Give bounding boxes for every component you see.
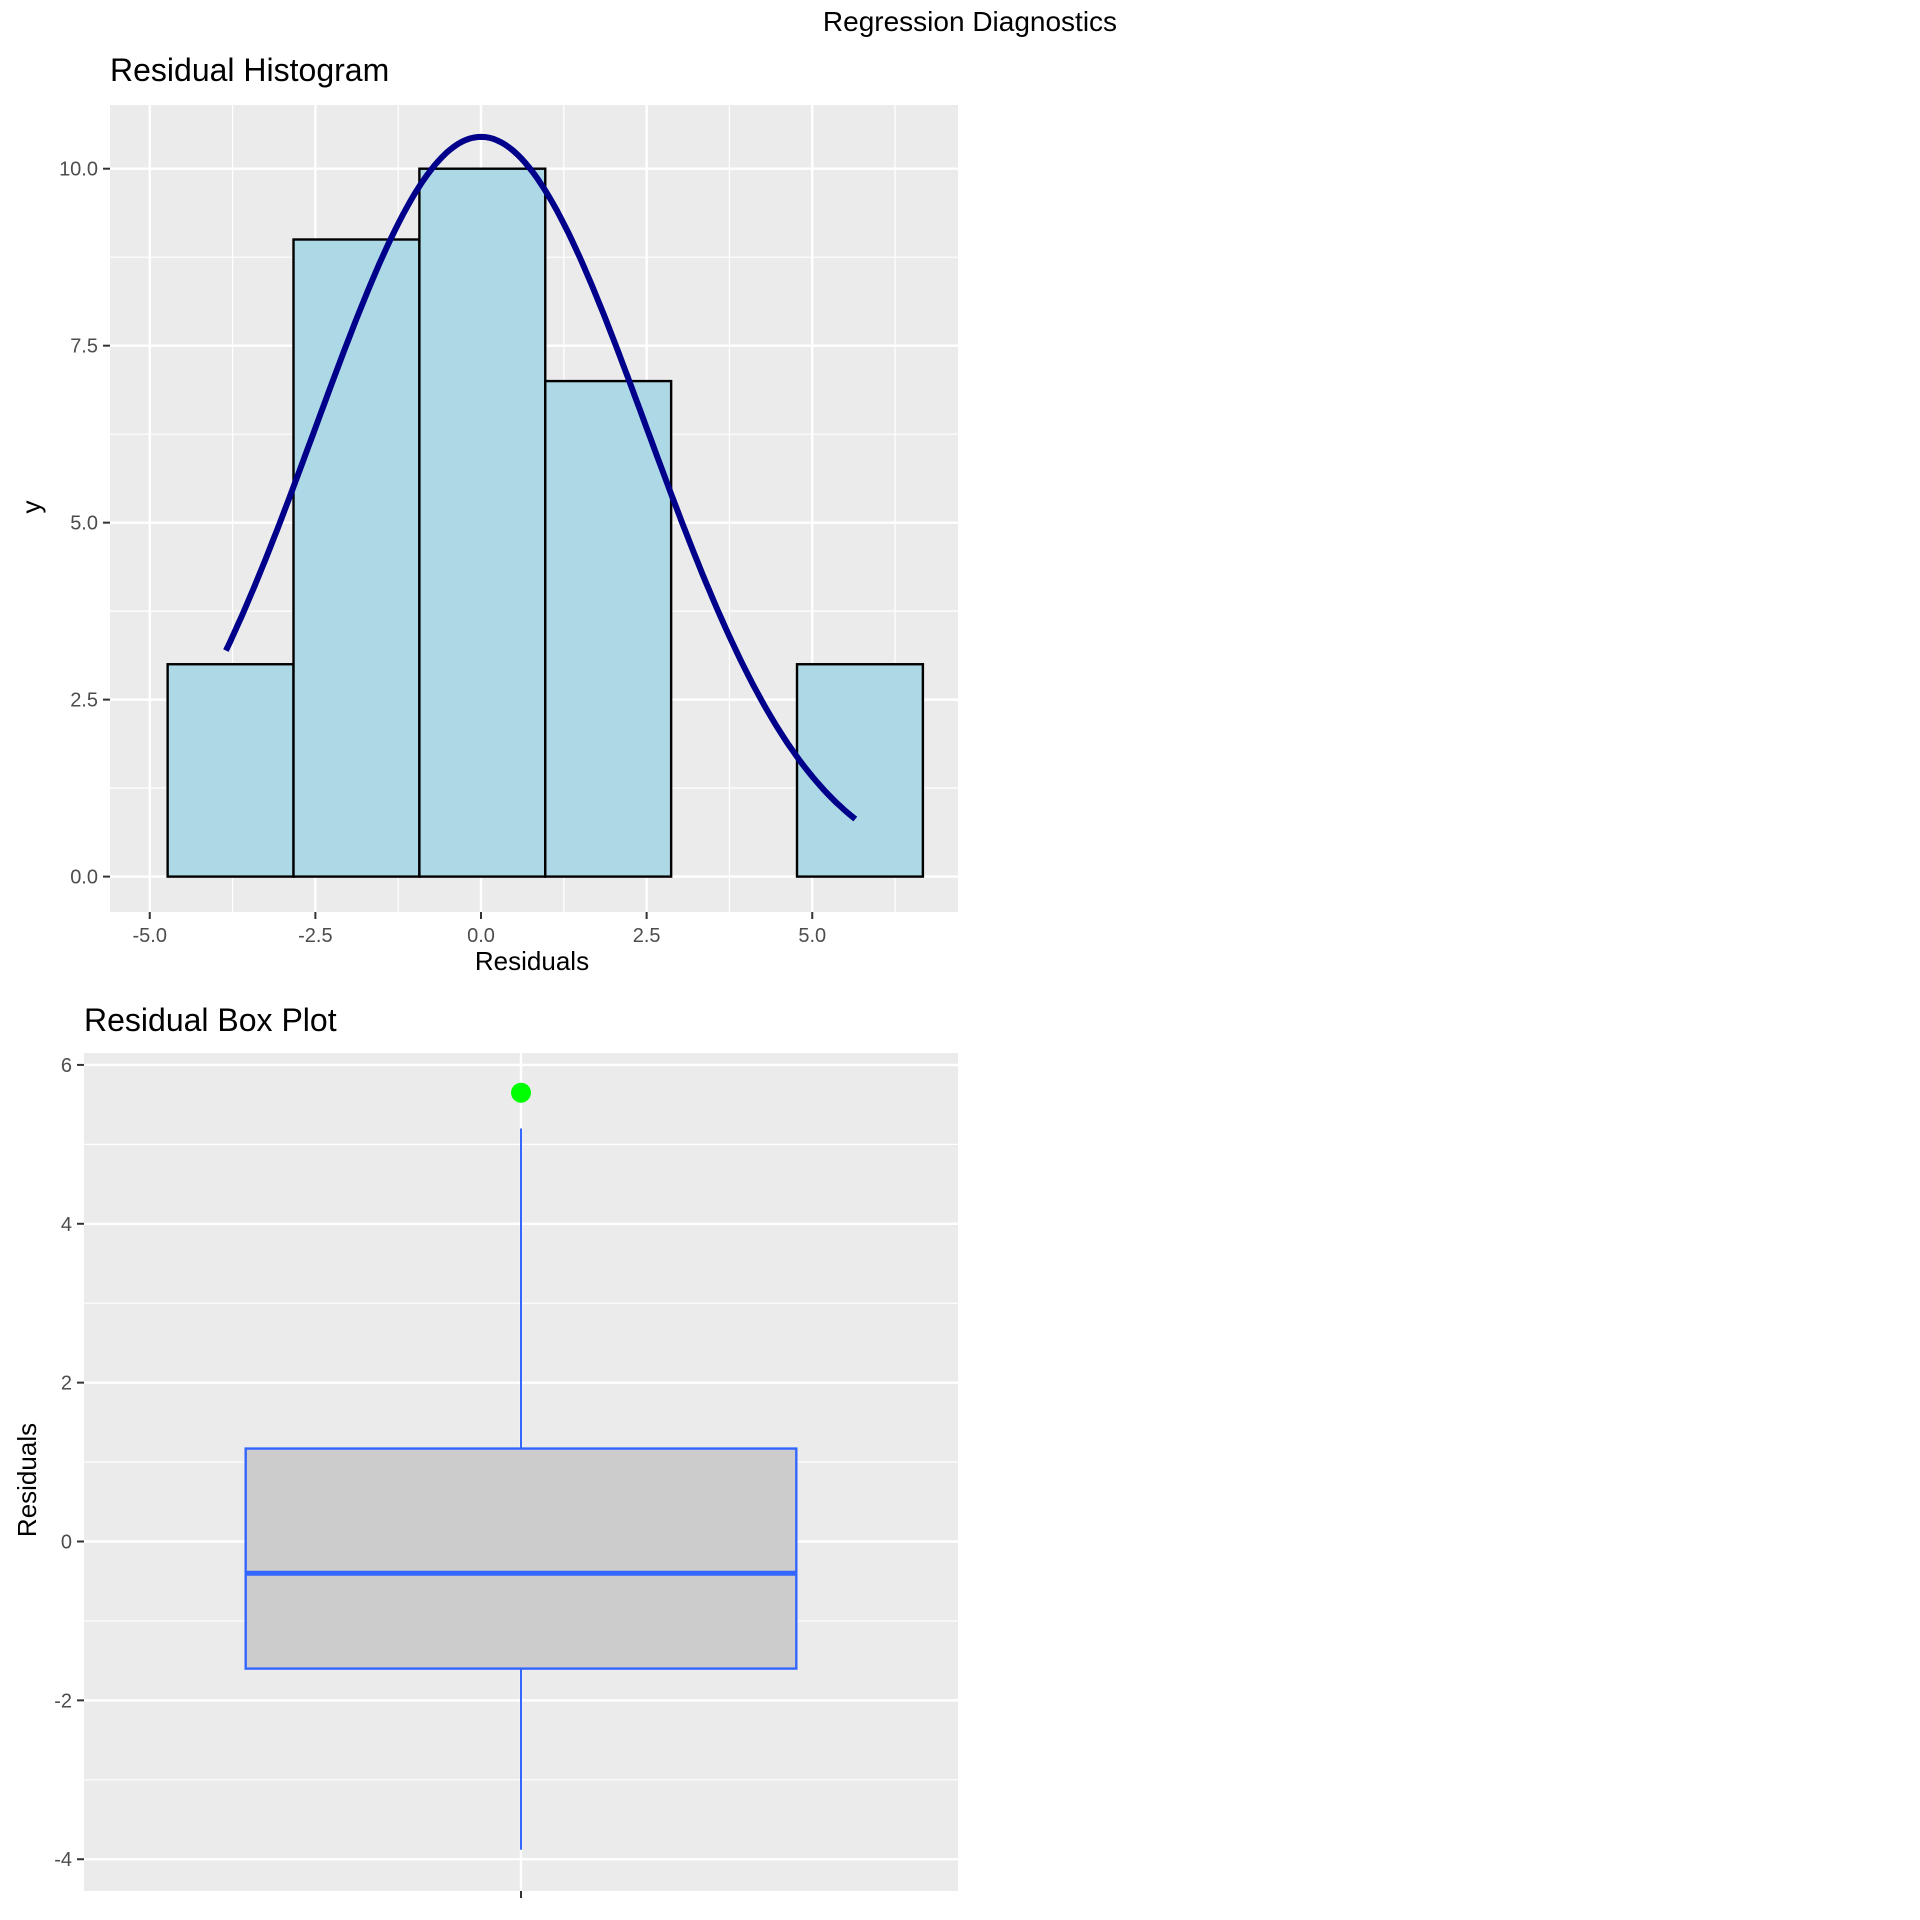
boxplot-y-axis-label: Residuals xyxy=(12,1423,42,1537)
boxplot-y-tick-label: 0 xyxy=(61,1532,72,1554)
boxplot-y-tick-label: -4 xyxy=(54,1849,72,1871)
histogram-density-curve xyxy=(223,133,858,822)
histogram-title: Residual Histogram xyxy=(110,52,389,88)
histogram-x-tick-label: 5.0 xyxy=(798,925,826,947)
boxplot-outlier-point xyxy=(511,1082,531,1103)
histogram-y-tick-label: 2.5 xyxy=(70,690,98,712)
histogram-bar xyxy=(418,167,547,878)
histogram-panel: Residual Histogram -5.0 -2.5 0.0 2.5 5.0 0.0 2… xyxy=(16,52,958,976)
histogram-x-axis-label: Residuals xyxy=(475,946,589,976)
histogram-x-tick-label: -2.5 xyxy=(298,925,332,947)
figure-title: Regression Diagnostics xyxy=(823,6,1117,37)
histogram-bar xyxy=(795,663,925,878)
boxplot-plot-area: -4 -2 0 2 4 6 xyxy=(54,1053,958,1898)
boxplot-title: Residual Box Plot xyxy=(84,1002,337,1038)
histogram-y-axis-label: y xyxy=(16,501,46,514)
histogram-x-tick-label: -5.0 xyxy=(133,925,167,947)
boxplot-panel: Residual Box Plot -4 -2 0 2 4 6 Residuals xyxy=(12,1002,958,1898)
histogram-y-tick-label: 7.5 xyxy=(70,336,98,358)
boxplot-y-tick-label: 6 xyxy=(61,1055,72,1077)
histogram-bar xyxy=(292,238,421,878)
histogram-bar xyxy=(544,379,673,878)
histogram-y-tick-label: 10.0 xyxy=(59,159,98,181)
histogram-plot-area: -5.0 -2.5 0.0 2.5 5.0 0.0 2.5 5.0 7.5 10.0 xyxy=(59,105,958,947)
histogram-bar xyxy=(166,663,295,878)
histogram-y-tick-label: 5.0 xyxy=(70,513,98,535)
histogram-x-tick-label: 2.5 xyxy=(633,925,661,947)
boxplot-y-tick-label: 2 xyxy=(61,1373,72,1395)
boxplot-y-tick-label: -2 xyxy=(54,1690,72,1712)
boxplot-y-tick-label: 4 xyxy=(61,1214,72,1236)
histogram-y-tick-label: 0.0 xyxy=(70,867,98,889)
boxplot-box xyxy=(244,1447,798,1670)
histogram-x-tick-label: 0.0 xyxy=(467,925,495,947)
